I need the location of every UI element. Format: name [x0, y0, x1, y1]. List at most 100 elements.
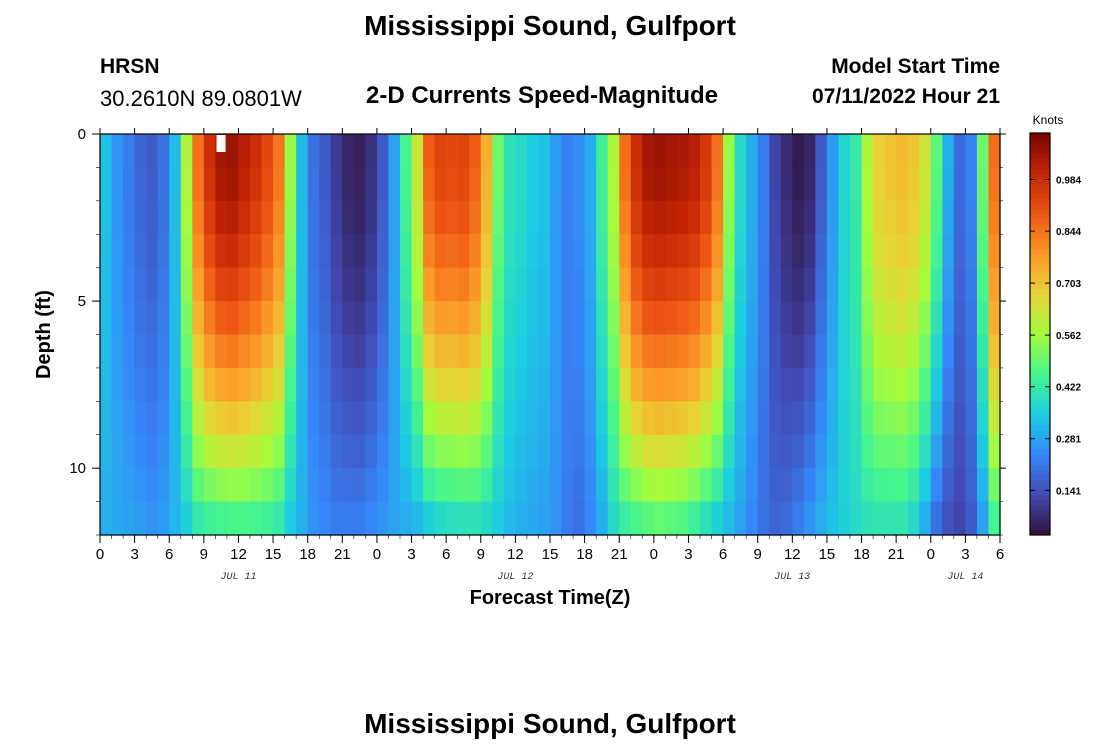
heatmap-cell: [907, 200, 920, 235]
heatmap-cell: [619, 468, 632, 503]
heatmap-cell: [273, 334, 286, 369]
colorbar-segment: [1030, 133, 1050, 139]
heatmap-cell: [169, 234, 182, 269]
heatmap-cell: [700, 334, 713, 369]
colorbar-tick-label: 0.984: [1056, 175, 1081, 186]
heatmap-cell: [226, 434, 240, 469]
heatmap-cell: [711, 334, 724, 369]
heatmap-cell: [711, 134, 724, 169]
heatmap-cell: [769, 334, 782, 369]
heatmap-cell: [353, 200, 366, 235]
heatmap-cell: [434, 301, 447, 336]
heatmap-cell: [561, 267, 574, 302]
heatmap-cell: [584, 267, 597, 302]
heatmap-cell: [965, 434, 978, 469]
heatmap-cell: [411, 167, 424, 202]
heatmap-cell: [376, 134, 390, 169]
heatmap-cell: [353, 401, 366, 436]
heatmap-cell: [965, 501, 978, 536]
heatmap-cell: [953, 501, 966, 536]
heatmap-cell: [769, 267, 782, 302]
heatmap-cell: [273, 367, 286, 402]
heatmap-cell: [919, 267, 932, 302]
heatmap-cell: [596, 367, 609, 402]
heatmap-cell: [319, 401, 332, 436]
heatmap-cell: [192, 501, 205, 536]
heatmap-cell: [746, 501, 759, 536]
heatmap-cell: [619, 234, 632, 269]
heatmap-cell: [365, 468, 378, 503]
heatmap-cell: [469, 501, 482, 536]
heatmap-cell: [723, 301, 736, 336]
heatmap-cell: [803, 468, 816, 503]
heatmap-cell: [273, 301, 286, 336]
heatmap-cell: [769, 167, 782, 202]
heatmap-cell: [446, 468, 459, 503]
heatmap-cell: [734, 200, 747, 235]
heatmap-cell: [296, 501, 309, 536]
heatmap-cell: [584, 468, 597, 503]
heatmap-cell: [446, 334, 459, 369]
heatmap-cell: [250, 334, 263, 369]
heatmap-cell: [642, 434, 655, 469]
heatmap-cell: [815, 501, 828, 536]
heatmap-cell: [630, 267, 643, 302]
heatmap-cell: [376, 501, 390, 536]
heatmap-cell: [919, 234, 932, 269]
heatmap-cell: [353, 234, 366, 269]
heatmap-cell: [942, 501, 955, 536]
heatmap-cell: [838, 234, 851, 269]
station-code: HRSN: [100, 55, 160, 78]
heatmap-cell: [930, 301, 943, 336]
heatmap-cell: [942, 401, 955, 436]
heatmap-cell: [850, 267, 863, 302]
heatmap-cell: [203, 434, 216, 469]
colorbar-segment: [1030, 263, 1050, 270]
day-label: JUL 14: [947, 572, 983, 583]
heatmap-cell: [757, 501, 770, 536]
heatmap-cell: [365, 501, 378, 536]
heatmap-cell: [469, 367, 482, 402]
heatmap-cell: [423, 334, 436, 369]
heatmap-cell: [319, 367, 332, 402]
heatmap-cell: [884, 367, 897, 402]
heatmap-cell: [342, 468, 355, 503]
heatmap-cell: [976, 200, 990, 235]
heatmap-cell: [573, 200, 586, 235]
heatmap-cell: [884, 134, 897, 169]
heatmap-cell: [157, 267, 170, 302]
heatmap-cell: [180, 367, 193, 402]
heatmap-cell: [861, 267, 874, 302]
colorbar-segment: [1030, 429, 1050, 436]
heatmap-cell: [861, 468, 874, 503]
heatmap-cell: [919, 167, 932, 202]
heatmap-cell: [919, 334, 932, 369]
heatmap-cell: [700, 367, 713, 402]
heatmap-cell: [469, 401, 482, 436]
heatmap-cell: [400, 434, 413, 469]
heatmap-cell: [769, 367, 782, 402]
heatmap-cell: [515, 434, 528, 469]
heatmap-cell: [180, 301, 193, 336]
heatmap-cell: [446, 367, 459, 402]
heatmap-cell: [734, 234, 747, 269]
heatmap-cell: [780, 301, 793, 336]
y-axis-label: Depth (ft): [33, 290, 55, 379]
heatmap-cell: [803, 367, 816, 402]
heatmap-cell: [861, 434, 874, 469]
heatmap-cell: [780, 267, 793, 302]
heatmap-cell: [953, 134, 966, 169]
heatmap-cell: [423, 167, 436, 202]
heatmap-cell: [215, 367, 228, 402]
heatmap-cell: [665, 434, 678, 469]
heatmap-cell: [619, 334, 632, 369]
heatmap-cell: [238, 367, 251, 402]
heatmap-cell: [976, 367, 990, 402]
heatmap-cell: [388, 301, 401, 336]
heatmap-cell: [573, 401, 586, 436]
heatmap-cell: [261, 334, 274, 369]
heatmap-cell: [988, 301, 1001, 336]
heatmap-cell: [584, 401, 597, 436]
heatmap-cell: [261, 167, 274, 202]
heatmap-cell: [192, 401, 205, 436]
